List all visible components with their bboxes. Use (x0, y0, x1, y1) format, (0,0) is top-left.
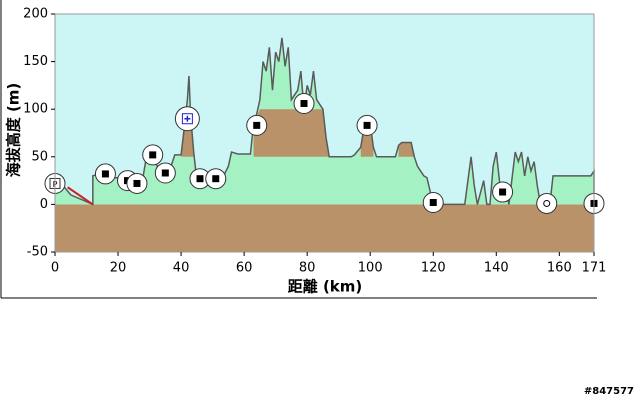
x-axis-title: 距離 (km) (288, 278, 363, 296)
plot-border (54, 13, 595, 253)
station-marker (293, 92, 315, 114)
ground-band (55, 204, 594, 252)
station-icon (429, 198, 437, 206)
x-tick-label: 20 (110, 261, 127, 276)
y-tick-label: 100 (23, 102, 48, 117)
watermark: #847577 (584, 386, 634, 397)
station-icon (133, 179, 141, 187)
station-icon (149, 151, 157, 159)
x-tick-label: 140 (484, 261, 509, 276)
station-marker (536, 192, 558, 214)
station-marker (422, 191, 444, 213)
y-tick-label: 150 (23, 54, 48, 69)
x-tick-label: 100 (358, 261, 383, 276)
rock-region (398, 142, 415, 157)
station-icon (499, 188, 507, 196)
station-icon (184, 115, 191, 122)
station-marker (246, 114, 268, 136)
terrain-area (55, 37, 594, 205)
station-marker (126, 172, 148, 194)
x-tick-label: 60 (236, 261, 253, 276)
station-icon (253, 121, 261, 129)
x-tick-label: 160 (547, 261, 572, 276)
station-icon (196, 175, 204, 183)
y-tick-label: 200 (23, 7, 48, 22)
y-tick-label: 0 (40, 197, 48, 212)
x-tick-label: 171 (582, 261, 607, 276)
x-tick-label: 40 (173, 261, 190, 276)
y-tick-label: 50 (31, 149, 48, 164)
station-marker (356, 114, 378, 136)
station-marker (492, 181, 514, 203)
station-marker (142, 144, 164, 166)
station-marker (174, 106, 200, 132)
x-tick-label: 80 (299, 261, 316, 276)
station-icon (543, 199, 551, 207)
station-icon (161, 169, 169, 177)
station-icon (300, 99, 308, 107)
x-tick-label: 0 (51, 261, 59, 276)
station-marker (154, 162, 176, 184)
y-tick-label: -50 (27, 245, 48, 260)
station-icon (212, 175, 220, 183)
station-icon (363, 121, 371, 129)
rock-region (253, 109, 330, 157)
x-tick-label: 120 (421, 261, 446, 276)
y-axis-title: 海拔高度 (m) (5, 83, 23, 178)
station-icon (101, 170, 109, 178)
station-marker (94, 163, 116, 185)
station-marker (205, 168, 227, 190)
